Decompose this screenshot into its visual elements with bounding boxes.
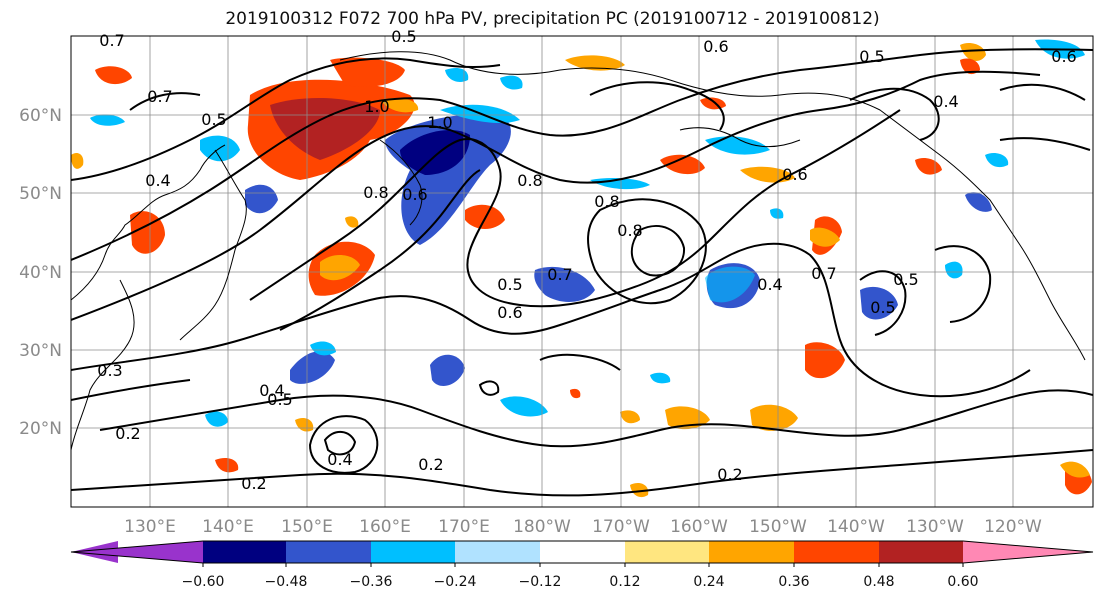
colorbar-tick-label: −0.24 — [434, 574, 477, 590]
lon-tick-label: 160°E — [359, 517, 411, 537]
lon-tick-label: 170°W — [592, 517, 650, 537]
lat-tick-label: 50°N — [19, 184, 62, 204]
colorbar-extend-max — [963, 541, 1093, 563]
contour-label: 0.4 — [259, 381, 284, 400]
coastlines — [71, 51, 1086, 451]
contour-label: 0.8 — [363, 183, 388, 202]
contour-label: 0.7 — [147, 87, 172, 106]
colorbar: −0.60 −0.48 −0.36 −0.24 −0.12 0.12 0.24 0.36 0.4… — [70, 540, 1094, 590]
contour-label: 1.0 — [364, 97, 389, 116]
contour-label: 0.6 — [1051, 47, 1076, 66]
contour-label: 0.8 — [617, 221, 642, 240]
longitude-labels: 130°E 140°E 150°E 160°E 170°E 180°W 170°W 160°W… — [124, 517, 1042, 537]
contour-label: 1.0 — [427, 113, 452, 132]
contour-label: 0.8 — [517, 171, 542, 190]
contour-label: 0.7 — [811, 264, 836, 283]
pv-contours — [71, 48, 1093, 497]
latitude-labels: 60°N 50°N 40°N 30°N 20°N — [19, 106, 62, 439]
lon-tick-label: 140°W — [827, 517, 885, 537]
colorbar-segment — [625, 541, 709, 563]
colorbar-tick-label: −0.60 — [182, 574, 225, 590]
contour-label: 0.2 — [717, 465, 742, 484]
colorbar-tick-label: −0.12 — [519, 574, 562, 590]
precipitation-shading — [71, 39, 1092, 498]
contour-label: 0.5 — [870, 298, 895, 317]
contour-label: 0.4 — [933, 92, 958, 111]
contour-label: 0.4 — [757, 275, 782, 294]
contour-label: 0.4 — [145, 171, 170, 190]
contour-label: 0.2 — [115, 424, 140, 443]
colorbar-segment — [286, 541, 371, 563]
map-title: 2019100312 F072 700 hPa PV, precipitatio… — [225, 9, 880, 29]
colorbar-tick-label: −0.48 — [265, 574, 308, 590]
lon-tick-label: 130°E — [124, 517, 176, 537]
contour-label: 0.5 — [893, 270, 918, 289]
colorbar-segment — [879, 541, 963, 563]
lat-tick-label: 60°N — [19, 106, 62, 126]
lon-tick-label: 150°E — [281, 517, 333, 537]
lon-tick-label: 180°W — [513, 517, 571, 537]
contour-label: 0.7 — [547, 265, 572, 284]
contour-label: 0.3 — [97, 361, 122, 380]
contour-label: 0.5 — [859, 47, 884, 66]
colorbar-extend-min-fill — [71, 541, 203, 563]
colorbar-tick-label: −0.36 — [350, 574, 393, 590]
colorbar-segment — [455, 541, 540, 563]
contour-label: 0.6 — [497, 303, 522, 322]
lon-tick-label: 140°E — [202, 517, 254, 537]
lon-tick-label: 160°W — [670, 517, 728, 537]
colorbar-segment — [540, 541, 625, 563]
colorbar-tick-label: 0.36 — [778, 574, 809, 590]
lat-tick-label: 30°N — [19, 341, 62, 361]
contour-label: 0.7 — [99, 31, 124, 50]
contour-label: 0.2 — [241, 474, 266, 493]
contour-label: 0.4 — [327, 450, 352, 469]
colorbar-segment — [371, 541, 455, 563]
contour-label: 0.8 — [594, 192, 619, 211]
contour-label: 0.6 — [402, 185, 427, 204]
lat-tick-label: 20°N — [19, 419, 62, 439]
contour-label: 0.5 — [267, 390, 292, 409]
contour-label: 0.2 — [418, 455, 443, 474]
colorbar-tick-label: 0.24 — [693, 574, 724, 590]
contour-label: 0.6 — [782, 165, 807, 184]
contour-label: 0.5 — [497, 275, 522, 294]
lon-tick-label: 150°W — [749, 517, 807, 537]
map-frame — [70, 35, 1094, 508]
map-panel — [71, 36, 1093, 507]
colorbar-segment — [709, 541, 794, 563]
lat-tick-label: 40°N — [19, 263, 62, 283]
colorbar-tick-label: 0.48 — [863, 574, 894, 590]
colorbar-segment — [203, 541, 286, 563]
colorbar-tick-label: 0.12 — [609, 574, 640, 590]
lon-tick-label: 170°E — [438, 517, 490, 537]
contour-label: 0.5 — [201, 110, 226, 129]
lon-tick-label: 130°W — [906, 517, 964, 537]
colorbar-segment — [794, 541, 879, 563]
lon-tick-label: 120°W — [984, 517, 1042, 537]
contour-label: 0.6 — [703, 37, 728, 56]
colorbar-tick-label: 0.60 — [947, 574, 978, 590]
